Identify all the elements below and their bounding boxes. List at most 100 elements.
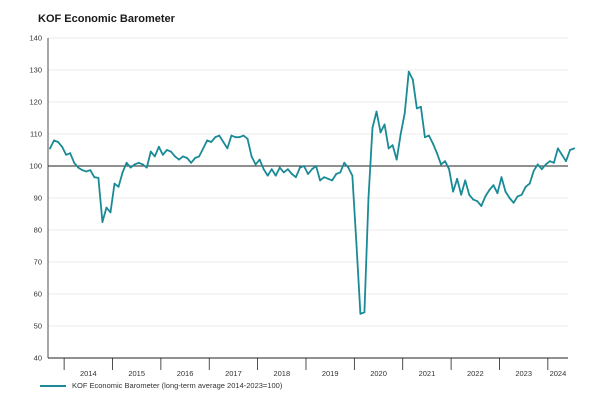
data-point	[210, 141, 213, 143]
data-point	[504, 190, 507, 193]
data-point	[282, 171, 285, 174]
y-tick-label: 110	[30, 130, 42, 139]
data-point	[299, 166, 301, 169]
data-point	[49, 147, 51, 150]
x-tick-label: 2015	[128, 369, 145, 378]
data-point	[230, 134, 233, 137]
data-point	[319, 179, 321, 182]
y-tick-label: 140	[29, 34, 42, 43]
chart-title: KOF Economic Barometer	[38, 13, 175, 25]
data-point	[468, 193, 471, 196]
data-point	[121, 171, 124, 174]
data-point	[303, 165, 305, 167]
data-point	[339, 171, 342, 174]
data-point	[262, 168, 265, 171]
data-point	[61, 145, 64, 148]
data-point	[391, 144, 394, 147]
data-point	[407, 70, 410, 73]
data-point	[508, 197, 511, 199]
data-point	[178, 158, 180, 161]
grid-lines	[48, 37, 568, 359]
y-tick-label: 120	[29, 98, 42, 107]
data-point	[266, 174, 269, 177]
data-point	[331, 179, 334, 182]
data-point	[157, 145, 160, 148]
data-point	[492, 184, 495, 187]
data-point	[174, 155, 176, 158]
data-point	[544, 163, 547, 166]
data-point	[464, 179, 467, 182]
data-point	[218, 134, 221, 137]
data-point	[170, 150, 172, 153]
data-point	[379, 131, 382, 134]
data-point	[335, 173, 338, 175]
y-tick-label: 70	[34, 258, 42, 267]
data-point	[460, 193, 463, 196]
data-point	[129, 166, 132, 169]
data-point	[65, 153, 68, 156]
data-point	[69, 152, 72, 155]
data-point	[387, 147, 390, 150]
data-point	[125, 161, 128, 164]
data-point	[557, 147, 559, 150]
data-point	[419, 105, 422, 108]
data-point	[472, 198, 475, 201]
data-point	[359, 312, 362, 315]
data-point	[202, 147, 205, 150]
data-point	[234, 136, 237, 139]
y-tick-label: 40	[34, 354, 42, 363]
data-point	[238, 136, 241, 139]
data-point	[242, 134, 245, 137]
data-point	[452, 190, 455, 193]
x-tick-label: 2022	[467, 369, 484, 378]
x-axis: 2014 2015 2016 2017 2018 2019 2020 2021 2022 2023…	[47, 38, 568, 378]
data-point	[484, 195, 487, 198]
data-point	[540, 168, 543, 171]
legend-swatch	[40, 384, 66, 387]
x-tick-label: 2023	[515, 369, 532, 378]
data-point	[383, 123, 386, 126]
x-tick-label: 2021	[419, 369, 436, 378]
data-point	[250, 155, 253, 158]
x-tick-label: 2016	[177, 369, 194, 378]
data-point	[182, 155, 184, 158]
legend: KOF Economic Barometer (long-term averag…	[40, 381, 282, 390]
x-tick-label: 2020	[370, 369, 387, 378]
data-point	[190, 161, 193, 164]
data-point	[226, 147, 229, 150]
data-point	[480, 205, 483, 207]
data-point	[476, 200, 479, 203]
data-point	[347, 166, 350, 169]
data-point	[81, 169, 84, 172]
data-point	[137, 161, 140, 164]
data-point	[375, 110, 378, 113]
data-point	[105, 206, 108, 209]
data-point	[323, 176, 326, 179]
data-point	[496, 192, 499, 195]
data-point	[363, 311, 366, 314]
data-point	[101, 221, 104, 223]
data-point	[395, 158, 398, 161]
data-point	[561, 153, 563, 156]
y-tick-label: 60	[34, 290, 42, 299]
data-point	[254, 163, 257, 166]
x-tick-label: 2018	[273, 369, 290, 378]
data-point	[85, 170, 88, 173]
data-point	[141, 163, 144, 166]
data-point	[214, 136, 217, 139]
data-point	[548, 160, 551, 163]
data-point	[327, 177, 330, 180]
data-point	[552, 161, 555, 164]
data-point	[428, 134, 430, 137]
data-point	[573, 147, 575, 150]
legend-label: KOF Economic Barometer (long-term averag…	[72, 381, 283, 390]
data-point	[186, 157, 188, 159]
data-point	[311, 168, 313, 171]
data-point	[424, 136, 426, 139]
data-point	[246, 137, 249, 140]
data-point	[432, 142, 434, 145]
series-line-0	[49, 70, 575, 315]
data-point	[512, 201, 515, 204]
y-tick-label: 50	[34, 322, 42, 331]
